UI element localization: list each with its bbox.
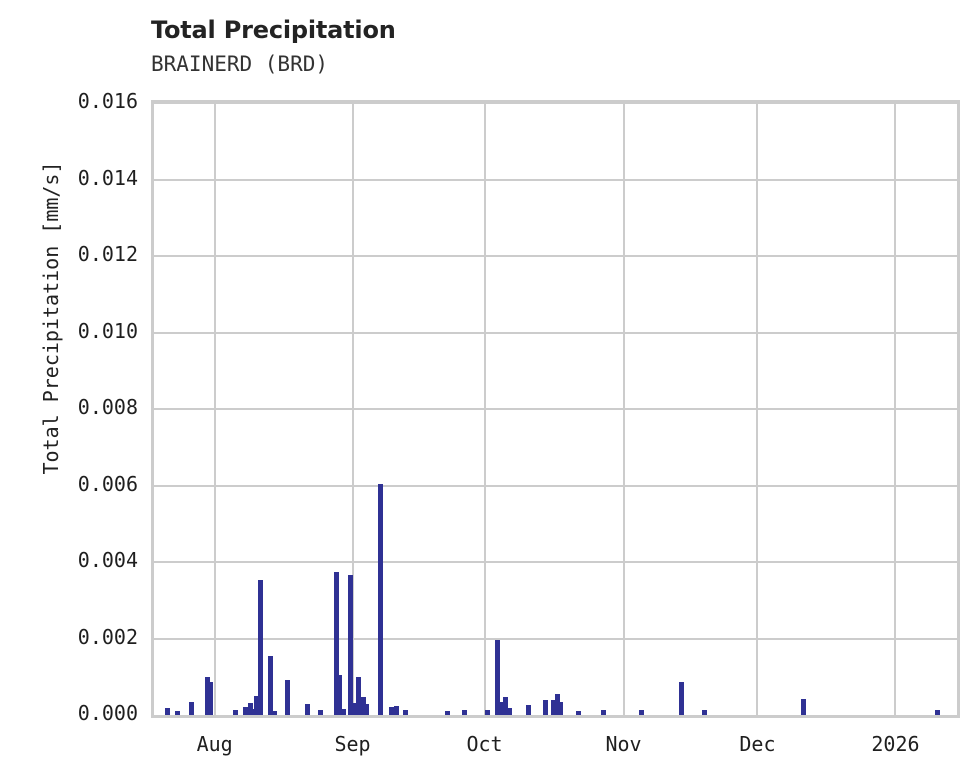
bar bbox=[337, 674, 343, 715]
plot-area bbox=[151, 100, 960, 718]
chart-subtitle: BRAINERD (BRD) bbox=[151, 52, 329, 76]
y-axis-tick-label: 0.008 bbox=[77, 395, 138, 419]
bar bbox=[558, 702, 564, 715]
bar bbox=[318, 710, 324, 715]
gridline-vertical bbox=[483, 103, 486, 715]
y-axis-tick-labels: 0.000 0.002 0.004 0.006 0.008 0.010 0.012 0.014… bbox=[14, 89, 138, 725]
bar bbox=[462, 709, 468, 715]
x-axis-tick-label: Sep bbox=[334, 732, 371, 756]
gridline-vertical bbox=[622, 103, 625, 715]
x-axis-tick-label: Nov bbox=[605, 732, 642, 756]
x-axis-tick-label: Aug bbox=[196, 732, 233, 756]
bar bbox=[304, 703, 310, 715]
bar bbox=[340, 708, 346, 715]
bar bbox=[347, 575, 353, 715]
bar bbox=[503, 697, 509, 715]
bar bbox=[360, 697, 366, 715]
bar bbox=[394, 705, 400, 715]
y-axis-tick-label: 0.012 bbox=[77, 242, 138, 266]
bar bbox=[498, 702, 503, 715]
bar bbox=[334, 571, 340, 715]
bar bbox=[189, 701, 195, 715]
gridline-horizontal bbox=[154, 484, 957, 487]
y-axis-tick-label: 0.006 bbox=[77, 471, 138, 496]
bar bbox=[268, 655, 274, 715]
gridline-horizontal bbox=[154, 331, 957, 334]
bar bbox=[601, 710, 606, 715]
bar bbox=[575, 711, 581, 715]
x-axis-tick-labels: Aug Sep Oct Nov Dec 2026 bbox=[151, 732, 960, 762]
bar bbox=[351, 702, 357, 715]
bar bbox=[679, 682, 685, 715]
bar bbox=[542, 700, 548, 715]
y-axis-tick-label: 0.002 bbox=[77, 624, 138, 649]
bar bbox=[355, 676, 361, 715]
bar bbox=[525, 705, 531, 715]
gridline-vertical bbox=[213, 103, 216, 715]
bar bbox=[554, 694, 560, 715]
x-axis-tick-label: 2026 bbox=[871, 732, 920, 756]
bar bbox=[165, 708, 171, 715]
y-axis-tick-label: 0.010 bbox=[77, 318, 138, 343]
bar bbox=[205, 676, 211, 715]
y-axis-tick-label: 0.004 bbox=[77, 548, 138, 572]
x-axis-tick-label: Dec bbox=[739, 732, 776, 756]
bar bbox=[207, 682, 213, 715]
gridline-vertical bbox=[894, 103, 897, 715]
bar bbox=[247, 702, 253, 715]
y-axis-tick-label: 0.014 bbox=[77, 165, 138, 190]
bar bbox=[639, 709, 645, 715]
bar bbox=[702, 709, 708, 715]
gridline-vertical bbox=[351, 103, 354, 715]
bar bbox=[378, 483, 384, 715]
bar bbox=[272, 711, 278, 715]
bar bbox=[174, 711, 180, 715]
bar bbox=[934, 710, 940, 715]
bar bbox=[257, 580, 263, 715]
bar bbox=[251, 708, 257, 715]
gridline-horizontal bbox=[154, 178, 957, 181]
bar bbox=[485, 710, 491, 715]
x-axis-tick-label: Oct bbox=[466, 732, 503, 756]
bar bbox=[402, 710, 408, 715]
bar bbox=[232, 710, 238, 715]
bar bbox=[364, 704, 370, 715]
page-title: Total Precipitation bbox=[151, 16, 396, 44]
y-axis-tick-label: 0.000 bbox=[77, 701, 138, 725]
bar bbox=[285, 679, 291, 715]
bar bbox=[506, 708, 512, 715]
bar bbox=[444, 711, 450, 715]
gridline-horizontal bbox=[154, 255, 957, 257]
gridline-horizontal bbox=[154, 561, 957, 563]
bar bbox=[254, 695, 260, 715]
bar bbox=[389, 707, 395, 715]
bar bbox=[551, 699, 557, 715]
gridline-vertical bbox=[756, 103, 759, 715]
plot-inner bbox=[154, 103, 957, 715]
bar bbox=[801, 698, 807, 715]
gridline-horizontal bbox=[154, 103, 957, 104]
y-axis-tick-label: 0.016 bbox=[77, 89, 138, 113]
gridline-horizontal bbox=[154, 408, 957, 410]
gridline-horizontal bbox=[154, 637, 957, 640]
bar bbox=[494, 640, 500, 715]
bar bbox=[243, 707, 249, 715]
